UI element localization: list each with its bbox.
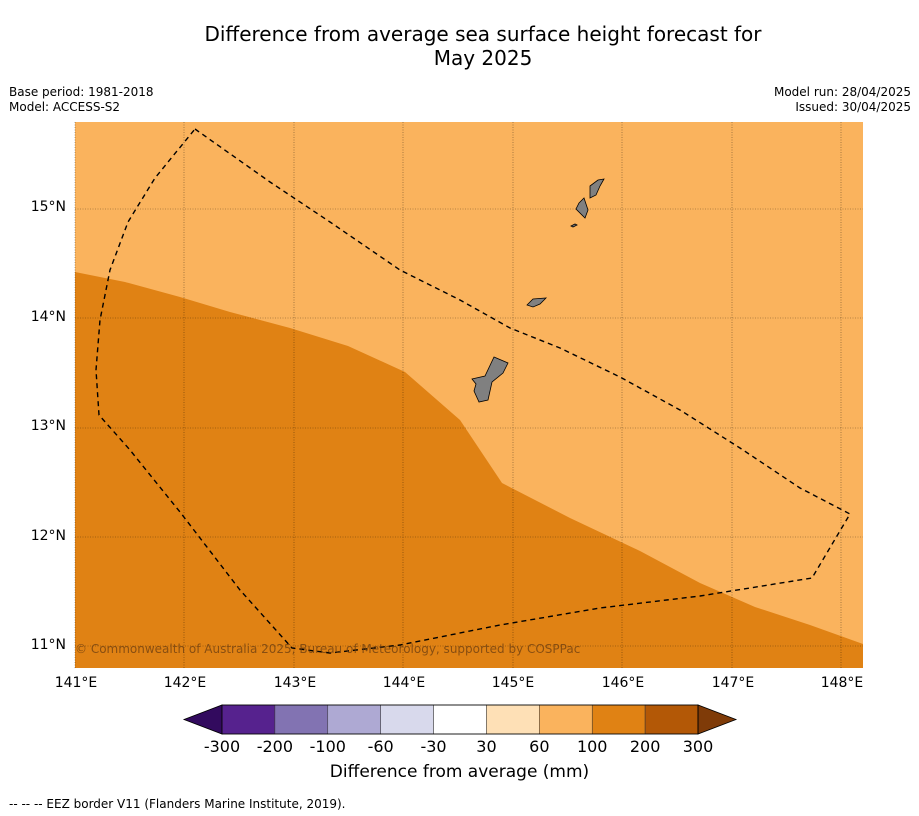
colorbar-tick-label: 200 — [629, 737, 661, 756]
island-aguijan — [570, 223, 578, 228]
lon-tick-147: 147°E — [711, 675, 755, 691]
colorbar-tick-label: 100 — [576, 737, 608, 756]
base-period: Base period: 1981-2018 — [9, 85, 154, 99]
lat-tick-13: 13°N — [30, 418, 66, 434]
colorbar-extend-low — [182, 704, 223, 735]
lon-tick-148: 148°E — [820, 675, 864, 691]
title-line-1: Difference from average sea surface heig… — [204, 22, 762, 46]
colorbar-segment — [327, 704, 381, 735]
colorbar-tick-label: -100 — [309, 737, 346, 756]
colorbar-tick-label: 30 — [476, 737, 497, 756]
island-guam — [471, 356, 509, 403]
model-name: Model: ACCESS-S2 — [9, 100, 121, 114]
island-rota — [526, 297, 548, 308]
eez-border — [95, 128, 851, 654]
colorbar-segment — [221, 704, 276, 735]
colorbar-segment — [591, 704, 646, 735]
lon-tick-143: 143°E — [273, 675, 317, 691]
lat-tick-12: 12°N — [30, 528, 66, 544]
lon-tick-145: 145°E — [491, 675, 535, 691]
colorbar-segment — [380, 704, 434, 735]
lon-tick-146: 146°E — [601, 675, 645, 691]
lon-tick-141: 141°E — [54, 675, 98, 691]
map-title: Difference from average sea surface heig… — [0, 22, 919, 70]
colorbar-segment — [274, 704, 329, 735]
issued-date: Issued: 30/04/2025 — [795, 100, 911, 114]
title-line-2: May 2025 — [433, 46, 533, 70]
colorbar-tick-label: -30 — [420, 737, 447, 756]
region-south — [75, 272, 863, 668]
colorbar — [182, 704, 738, 735]
colorbar-tick-label: 60 — [529, 737, 550, 756]
island-saipan — [589, 178, 605, 199]
colorbar-segment — [433, 704, 487, 735]
island-tinian — [575, 197, 589, 219]
grid-lines — [74, 122, 863, 668]
colorbar-tick-label: 300 — [682, 737, 714, 756]
colorbar-frame — [221, 704, 699, 735]
lat-tick-14: 14°N — [30, 309, 66, 325]
meta-left: Base period: 1981-2018 Model: ACCESS-S2 — [9, 85, 154, 115]
model-run: Model run: 28/04/2025 — [773, 85, 911, 99]
lat-tick-11: 11°N — [30, 637, 66, 653]
copyright-notice: © Commonwealth of Australia 2025, Bureau… — [75, 642, 581, 656]
land-masses — [471, 178, 605, 403]
colorbar-segment — [486, 704, 540, 735]
colorbar-tick-label: -60 — [367, 737, 394, 756]
colorbar-tick-label: -300 — [203, 737, 241, 756]
lon-tick-144: 144°E — [382, 675, 426, 691]
colorbar-extend-high — [697, 704, 738, 735]
meta-right: Model run: 28/04/2025 Issued: 30/04/2025 — [774, 85, 911, 115]
colorbar-segment — [644, 704, 699, 735]
eez-legend: -- -- -- EEZ border V11 (Flanders Marine… — [9, 797, 346, 811]
colorbar-title: Difference from average (mm) — [329, 762, 590, 782]
colorbar-tick-label: -200 — [256, 737, 294, 756]
lat-tick-15: 15°N — [30, 199, 66, 215]
lon-tick-142: 142°E — [163, 675, 207, 691]
colorbar-segment — [539, 704, 593, 735]
